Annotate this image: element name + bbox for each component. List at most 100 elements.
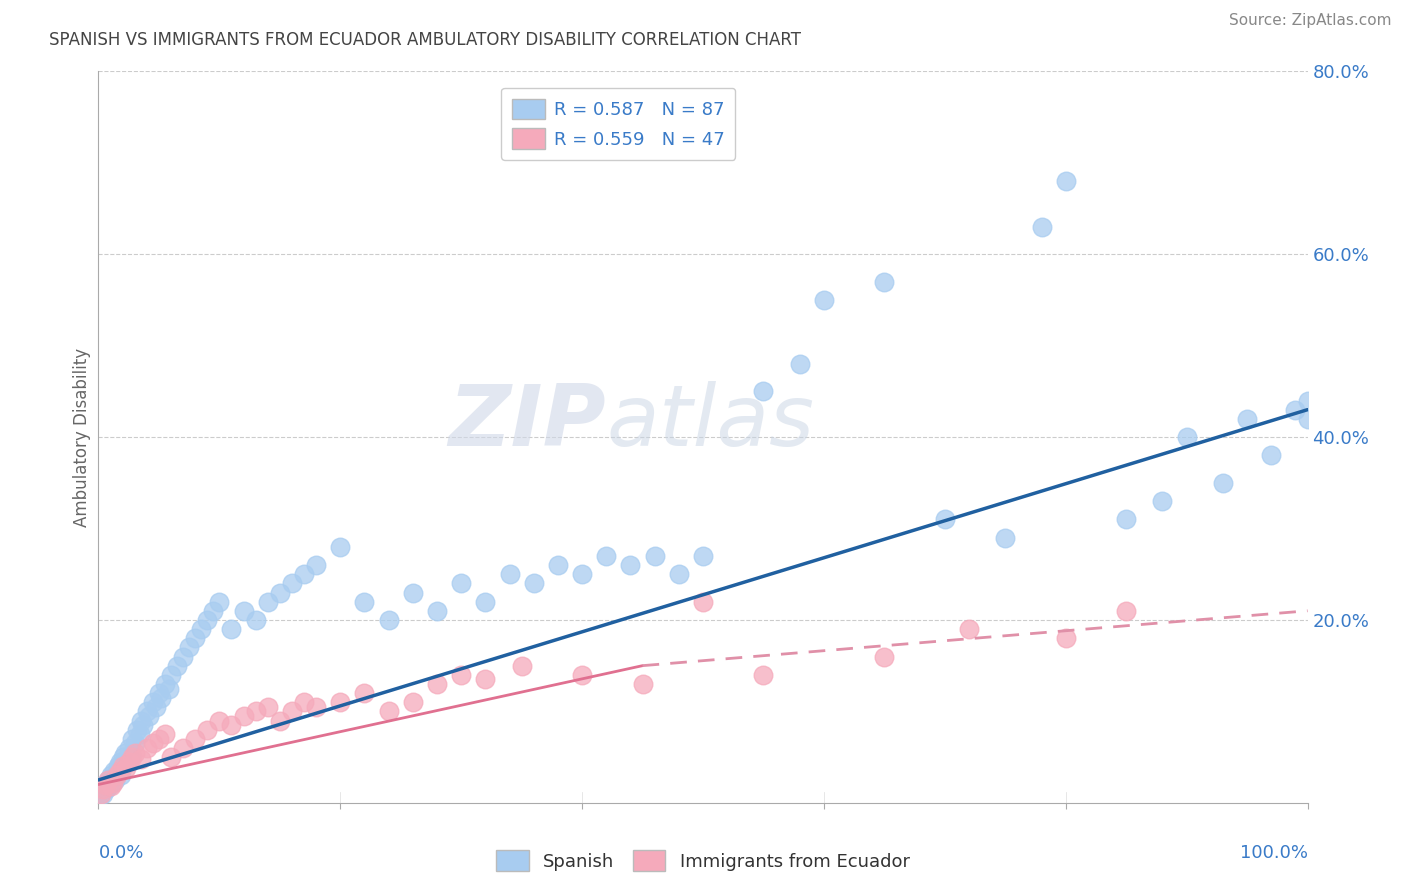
Point (221, 718, 243, 732)
Point (160, 667, 183, 681)
Point (305, 699, 328, 714)
Point (103, 764, 125, 778)
Legend: R = 0.587   N = 87, R = 0.559   N = 47: R = 0.587 N = 87, R = 0.559 N = 47 (502, 87, 735, 160)
Point (631, 677, 654, 691)
Text: Source: ZipAtlas.com: Source: ZipAtlas.com (1229, 13, 1392, 29)
Point (118, 740, 141, 755)
Point (157, 681, 180, 696)
Point (934, 512, 956, 526)
Point (101, 775, 124, 789)
Point (117, 752, 139, 766)
Point (96, 778, 118, 792)
Point (91, 782, 114, 797)
Point (668, 567, 690, 582)
Point (135, 740, 157, 755)
Point (172, 649, 194, 664)
Point (523, 576, 546, 591)
Text: 100.0%: 100.0% (1240, 844, 1308, 862)
Point (957, 622, 980, 636)
Point (1031, 219, 1053, 234)
Point (108, 764, 131, 778)
Point (1152, 494, 1174, 508)
Point (752, 384, 775, 399)
Point (184, 632, 207, 646)
Point (166, 658, 188, 673)
Point (190, 622, 212, 636)
Point (91, 787, 114, 801)
Point (281, 705, 304, 719)
Point (120, 748, 142, 763)
Point (97, 772, 120, 787)
Point (571, 667, 593, 681)
Point (153, 677, 176, 691)
Point (142, 736, 165, 750)
Point (160, 750, 183, 764)
Point (132, 718, 155, 732)
Point (98, 780, 121, 794)
Point (1175, 430, 1198, 444)
Point (402, 695, 425, 709)
Point (108, 761, 131, 775)
Point (1284, 402, 1306, 417)
Point (150, 690, 173, 705)
Point (100, 768, 122, 782)
Point (110, 768, 132, 782)
Point (104, 772, 127, 787)
Point (692, 549, 714, 563)
Point (129, 714, 152, 728)
Text: 0.0%: 0.0% (98, 844, 143, 862)
Point (114, 746, 136, 760)
Point (426, 604, 449, 618)
Point (179, 640, 201, 655)
Point (111, 759, 134, 773)
Point (474, 673, 496, 687)
Point (256, 699, 278, 714)
Point (571, 567, 593, 582)
Point (547, 558, 569, 573)
Point (195, 613, 218, 627)
Point (256, 594, 278, 608)
Point (426, 677, 449, 691)
Point (138, 709, 160, 723)
Point (94, 778, 117, 792)
Point (108, 755, 131, 769)
Point (1236, 412, 1258, 426)
Point (353, 594, 375, 608)
Point (90, 787, 112, 801)
Point (789, 357, 811, 371)
Point (1296, 393, 1319, 408)
Point (245, 613, 267, 627)
Point (305, 558, 328, 573)
Point (184, 731, 207, 746)
Point (329, 540, 352, 554)
Point (498, 567, 520, 582)
Point (1115, 512, 1137, 526)
Point (619, 558, 641, 573)
Point (127, 723, 149, 737)
Legend: Spanish, Immigrants from Ecuador: Spanish, Immigrants from Ecuador (489, 843, 917, 879)
Point (1115, 604, 1137, 618)
Point (107, 759, 129, 773)
Point (195, 723, 218, 737)
Point (377, 705, 399, 719)
Point (1054, 174, 1077, 188)
Point (101, 770, 124, 784)
Point (97, 772, 120, 787)
Point (595, 549, 617, 563)
Point (1054, 632, 1077, 646)
Point (1212, 475, 1234, 490)
Point (100, 780, 122, 794)
Point (994, 531, 1017, 545)
Y-axis label: Ambulatory Disability: Ambulatory Disability (73, 348, 91, 526)
Text: ZIP: ZIP (449, 381, 606, 464)
Point (128, 727, 150, 741)
Point (292, 695, 315, 709)
Point (450, 667, 472, 681)
Point (153, 727, 176, 741)
Point (1260, 448, 1282, 462)
Point (115, 761, 138, 775)
Point (692, 594, 714, 608)
Point (124, 746, 146, 760)
Point (148, 686, 170, 700)
Point (329, 695, 352, 709)
